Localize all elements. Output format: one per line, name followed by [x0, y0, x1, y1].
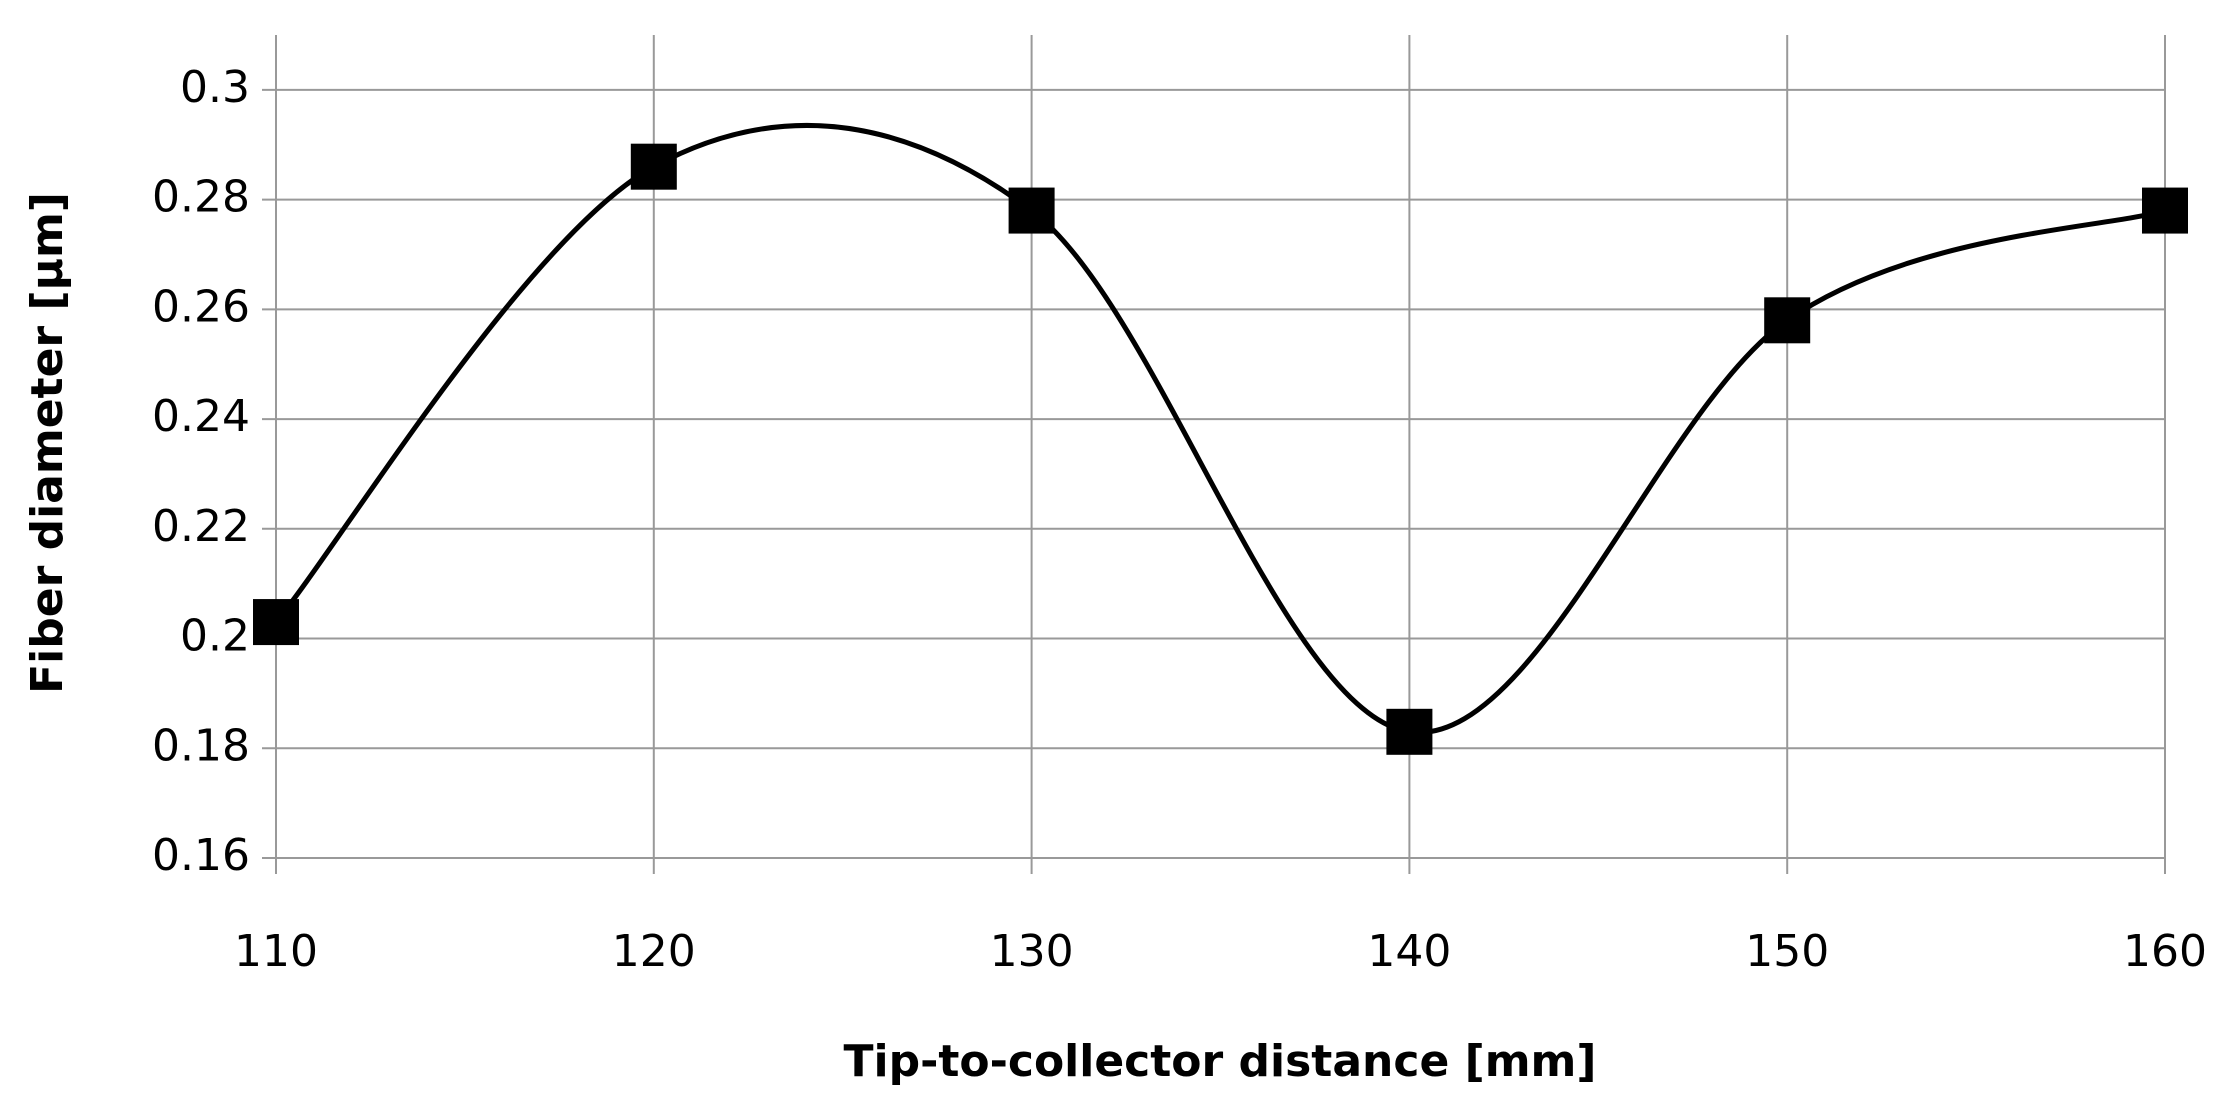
x-tick-label: 130 [990, 926, 1074, 977]
x-tick-label: 160 [2123, 926, 2207, 977]
marker [1008, 187, 1055, 234]
y-tick-label: 0.26 [152, 281, 250, 332]
line [274, 123, 2166, 735]
marker [2142, 187, 2188, 234]
marker [253, 599, 299, 646]
y-tick-label: 0.16 [152, 830, 250, 881]
x-tick-label: 150 [1745, 926, 1829, 977]
x-axis-title: Tip-to-collector distance [mm] [843, 1036, 1596, 1087]
x-tick-label: 120 [612, 926, 696, 977]
y-tick-label: 0.22 [152, 501, 250, 552]
marker [1764, 297, 1811, 344]
marker [630, 143, 677, 190]
marker [1386, 708, 1433, 755]
y-tick-label: 0.18 [152, 720, 250, 771]
y-tick-label: 0.28 [152, 172, 250, 223]
y-tick-label: 0.2 [180, 611, 250, 662]
y-axis-title: Fiber diameter [µm] [22, 192, 73, 694]
y-tick-label: 0.3 [180, 62, 250, 113]
x-tick-label: 140 [1367, 926, 1451, 977]
y-tick-label: 0.24 [152, 391, 250, 442]
x-tick-label: 110 [234, 926, 318, 977]
